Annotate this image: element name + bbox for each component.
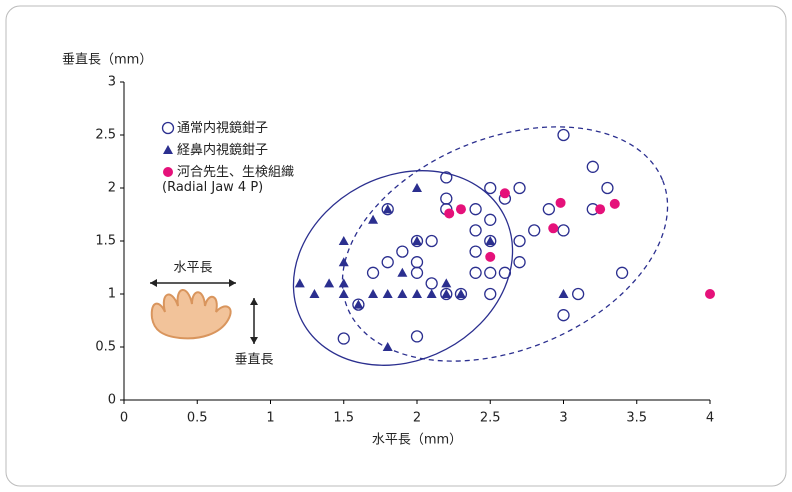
x-tick-label: 0 <box>120 411 128 426</box>
annotation: 水平長 <box>173 261 212 276</box>
x-axis-label: 水平長（mm） <box>372 433 462 448</box>
y-axis-label: 垂直長（mm） <box>62 53 152 68</box>
legend-marker <box>163 167 173 177</box>
x-tick-label: 3.5 <box>626 411 647 426</box>
point <box>610 199 620 209</box>
x-tick-label: 1 <box>266 411 274 426</box>
x-tick-label: 2 <box>413 411 421 426</box>
y-tick-label: 2.5 <box>95 128 116 143</box>
legend-label-line: 通常内視鏡鉗子 <box>177 120 268 136</box>
point <box>556 198 566 208</box>
y-tick-label: 1 <box>108 287 116 302</box>
x-tick-label: 2.5 <box>480 411 501 426</box>
legend-label-line: 経鼻内視鏡鉗子 <box>177 142 268 158</box>
chart: 垂直長（mm） 水平長（mm） 水平長 垂直長 0 0.5 1 1.5 2 2.5 3 0 0.… <box>0 0 792 492</box>
x-tick-label: 3 <box>559 411 567 426</box>
legend-label: 経鼻内視鏡鉗子 <box>177 142 268 158</box>
annotation: 垂直長 <box>234 353 273 368</box>
y-tick-label: 1.5 <box>95 234 116 249</box>
point <box>456 204 466 214</box>
y-tick-label: 2 <box>108 181 116 196</box>
point <box>444 208 454 218</box>
point <box>595 204 605 214</box>
y-tick-label: 0 <box>108 393 116 408</box>
point <box>548 223 558 233</box>
point <box>485 252 495 262</box>
y-tick-label: 0.5 <box>95 340 116 355</box>
point <box>705 289 715 299</box>
x-tick-label: 1.5 <box>333 411 354 426</box>
point <box>500 188 510 198</box>
legend-label-line: 河合先生、生検組織 <box>177 165 294 180</box>
x-tick-label: 4 <box>706 411 714 426</box>
y-tick-label: 3 <box>108 75 116 90</box>
legend-label: 通常内視鏡鉗子 <box>177 120 268 136</box>
x-tick-label: 0.5 <box>187 411 208 426</box>
legend-label-line: (Radial Jaw 4 P) <box>162 180 263 195</box>
